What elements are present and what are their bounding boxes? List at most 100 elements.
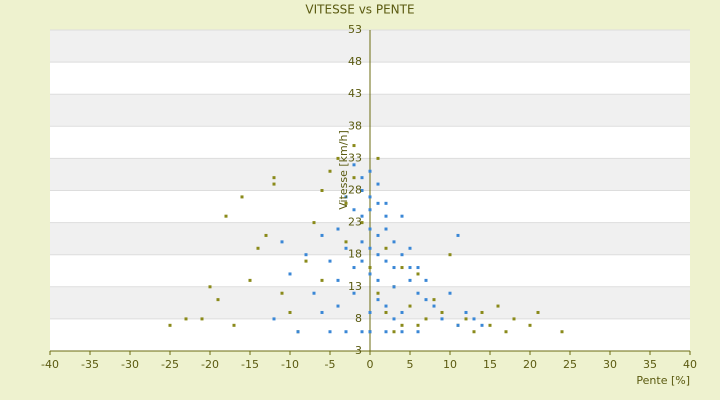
data-point bbox=[376, 201, 380, 205]
data-point bbox=[280, 240, 284, 244]
data-point bbox=[384, 246, 388, 250]
x-tick-label: 40 bbox=[683, 358, 697, 371]
data-point bbox=[408, 266, 412, 270]
data-point bbox=[400, 323, 404, 327]
data-point bbox=[344, 330, 348, 334]
data-point bbox=[312, 291, 316, 295]
data-point bbox=[384, 227, 388, 231]
data-point bbox=[376, 156, 380, 160]
data-point bbox=[384, 259, 388, 263]
x-tick-label: 15 bbox=[483, 358, 497, 371]
data-point bbox=[296, 330, 300, 334]
data-point bbox=[248, 278, 252, 282]
data-point bbox=[368, 195, 372, 199]
data-point bbox=[408, 278, 412, 282]
data-point bbox=[344, 201, 348, 205]
data-point bbox=[424, 317, 428, 321]
data-point bbox=[368, 227, 372, 231]
x-tick-label: -30 bbox=[121, 358, 139, 371]
data-point bbox=[376, 298, 380, 302]
data-point bbox=[416, 330, 420, 334]
x-tick-label: 10 bbox=[443, 358, 457, 371]
data-point bbox=[392, 285, 396, 289]
data-point bbox=[480, 310, 484, 314]
x-tick-label: -10 bbox=[281, 358, 299, 371]
data-point bbox=[376, 278, 380, 282]
data-point bbox=[400, 330, 404, 334]
data-point bbox=[560, 330, 564, 334]
data-point bbox=[448, 253, 452, 257]
data-point bbox=[240, 195, 244, 199]
y-tick-label: 23 bbox=[348, 216, 362, 229]
data-point bbox=[320, 310, 324, 314]
data-point bbox=[328, 259, 332, 263]
data-point bbox=[392, 330, 396, 334]
x-tick-label: 20 bbox=[523, 358, 537, 371]
data-point bbox=[352, 291, 356, 295]
data-point bbox=[400, 214, 404, 218]
x-tick-label: 35 bbox=[643, 358, 657, 371]
x-tick-label: 0 bbox=[367, 358, 374, 371]
x-tick-label: 30 bbox=[603, 358, 617, 371]
data-point bbox=[256, 246, 260, 250]
data-point bbox=[352, 266, 356, 270]
data-point bbox=[232, 323, 236, 327]
y-tick-label: 38 bbox=[348, 119, 362, 132]
y-tick-label: 3 bbox=[355, 344, 362, 357]
data-point bbox=[456, 323, 460, 327]
data-point bbox=[368, 310, 372, 314]
data-point bbox=[432, 304, 436, 308]
y-tick-label: 33 bbox=[348, 151, 362, 164]
data-point bbox=[424, 278, 428, 282]
data-point bbox=[384, 201, 388, 205]
data-point bbox=[384, 214, 388, 218]
data-point bbox=[448, 291, 452, 295]
data-point bbox=[408, 246, 412, 250]
data-point bbox=[368, 272, 372, 276]
data-point bbox=[360, 221, 364, 225]
data-point bbox=[416, 291, 420, 295]
y-tick-label: 18 bbox=[348, 248, 362, 261]
data-point bbox=[392, 317, 396, 321]
data-point bbox=[320, 278, 324, 282]
data-point bbox=[440, 310, 444, 314]
data-point bbox=[344, 240, 348, 244]
data-point bbox=[304, 259, 308, 263]
x-tick-label: -25 bbox=[161, 358, 179, 371]
data-point bbox=[304, 253, 308, 257]
y-tick-label: 43 bbox=[348, 87, 362, 100]
data-point bbox=[352, 176, 356, 180]
data-point bbox=[368, 208, 372, 212]
data-point bbox=[344, 246, 348, 250]
y-axis-label: Vitesse [km/h] bbox=[337, 130, 350, 210]
y-tick-label: 8 bbox=[355, 312, 362, 325]
data-point bbox=[336, 156, 340, 160]
data-point bbox=[472, 317, 476, 321]
data-point bbox=[288, 310, 292, 314]
data-point bbox=[328, 330, 332, 334]
data-point bbox=[496, 304, 500, 308]
data-point bbox=[368, 330, 372, 334]
data-point bbox=[360, 240, 364, 244]
y-tick-label: 13 bbox=[348, 280, 362, 293]
data-point bbox=[480, 323, 484, 327]
data-point bbox=[360, 259, 364, 263]
y-tick-label: 48 bbox=[348, 55, 362, 68]
data-point bbox=[464, 317, 468, 321]
data-point bbox=[224, 214, 228, 218]
x-tick-label: -15 bbox=[241, 358, 259, 371]
x-tick-label: -5 bbox=[325, 358, 336, 371]
data-point bbox=[328, 169, 332, 173]
data-point bbox=[288, 272, 292, 276]
y-tick-label: 53 bbox=[348, 23, 362, 36]
data-point bbox=[216, 298, 220, 302]
data-point bbox=[360, 176, 364, 180]
data-point bbox=[488, 323, 492, 327]
data-point bbox=[416, 266, 420, 270]
data-point bbox=[208, 285, 212, 289]
data-point bbox=[400, 310, 404, 314]
data-point bbox=[384, 304, 388, 308]
data-point bbox=[392, 240, 396, 244]
x-tick-label: -35 bbox=[81, 358, 99, 371]
